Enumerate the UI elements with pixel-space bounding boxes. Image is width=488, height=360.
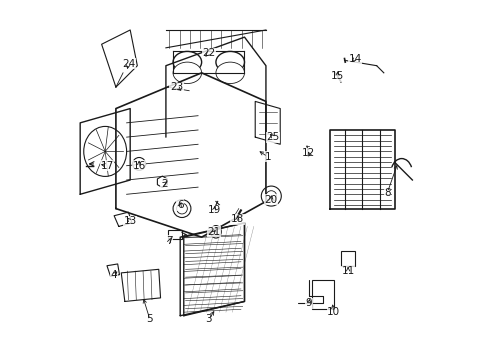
Text: 18: 18 — [230, 214, 244, 224]
Text: 4: 4 — [111, 270, 117, 280]
Bar — [312, 280, 333, 309]
Text: 11: 11 — [341, 266, 354, 276]
Circle shape — [176, 203, 187, 214]
Text: 17: 17 — [100, 161, 113, 171]
Text: 9: 9 — [305, 298, 311, 308]
Text: 2: 2 — [161, 179, 167, 189]
Text: 3: 3 — [205, 314, 212, 324]
Text: 24: 24 — [122, 59, 135, 69]
Bar — [340, 251, 354, 266]
Bar — [167, 230, 182, 239]
Ellipse shape — [173, 51, 201, 73]
Circle shape — [173, 200, 190, 217]
Text: 5: 5 — [146, 314, 153, 324]
Ellipse shape — [216, 51, 244, 73]
Ellipse shape — [83, 126, 126, 176]
Text: 1: 1 — [264, 152, 270, 162]
Text: 10: 10 — [326, 307, 340, 317]
Text: 7: 7 — [166, 236, 172, 246]
Text: 23: 23 — [170, 82, 183, 92]
Text: 21: 21 — [207, 227, 220, 237]
Text: 8: 8 — [383, 188, 390, 198]
Text: 15: 15 — [330, 71, 343, 81]
Text: 6: 6 — [177, 200, 183, 210]
Text: 16: 16 — [132, 161, 145, 171]
Circle shape — [261, 186, 281, 206]
Ellipse shape — [210, 226, 221, 238]
Text: 19: 19 — [207, 205, 220, 215]
Circle shape — [265, 191, 276, 202]
Text: 12: 12 — [302, 148, 315, 158]
Text: 20: 20 — [264, 195, 277, 204]
Text: 13: 13 — [123, 216, 137, 226]
Ellipse shape — [173, 62, 201, 84]
Text: 14: 14 — [348, 54, 361, 64]
Circle shape — [132, 157, 145, 170]
Ellipse shape — [216, 62, 244, 84]
Text: 22: 22 — [202, 48, 215, 58]
Text: 25: 25 — [266, 132, 279, 142]
